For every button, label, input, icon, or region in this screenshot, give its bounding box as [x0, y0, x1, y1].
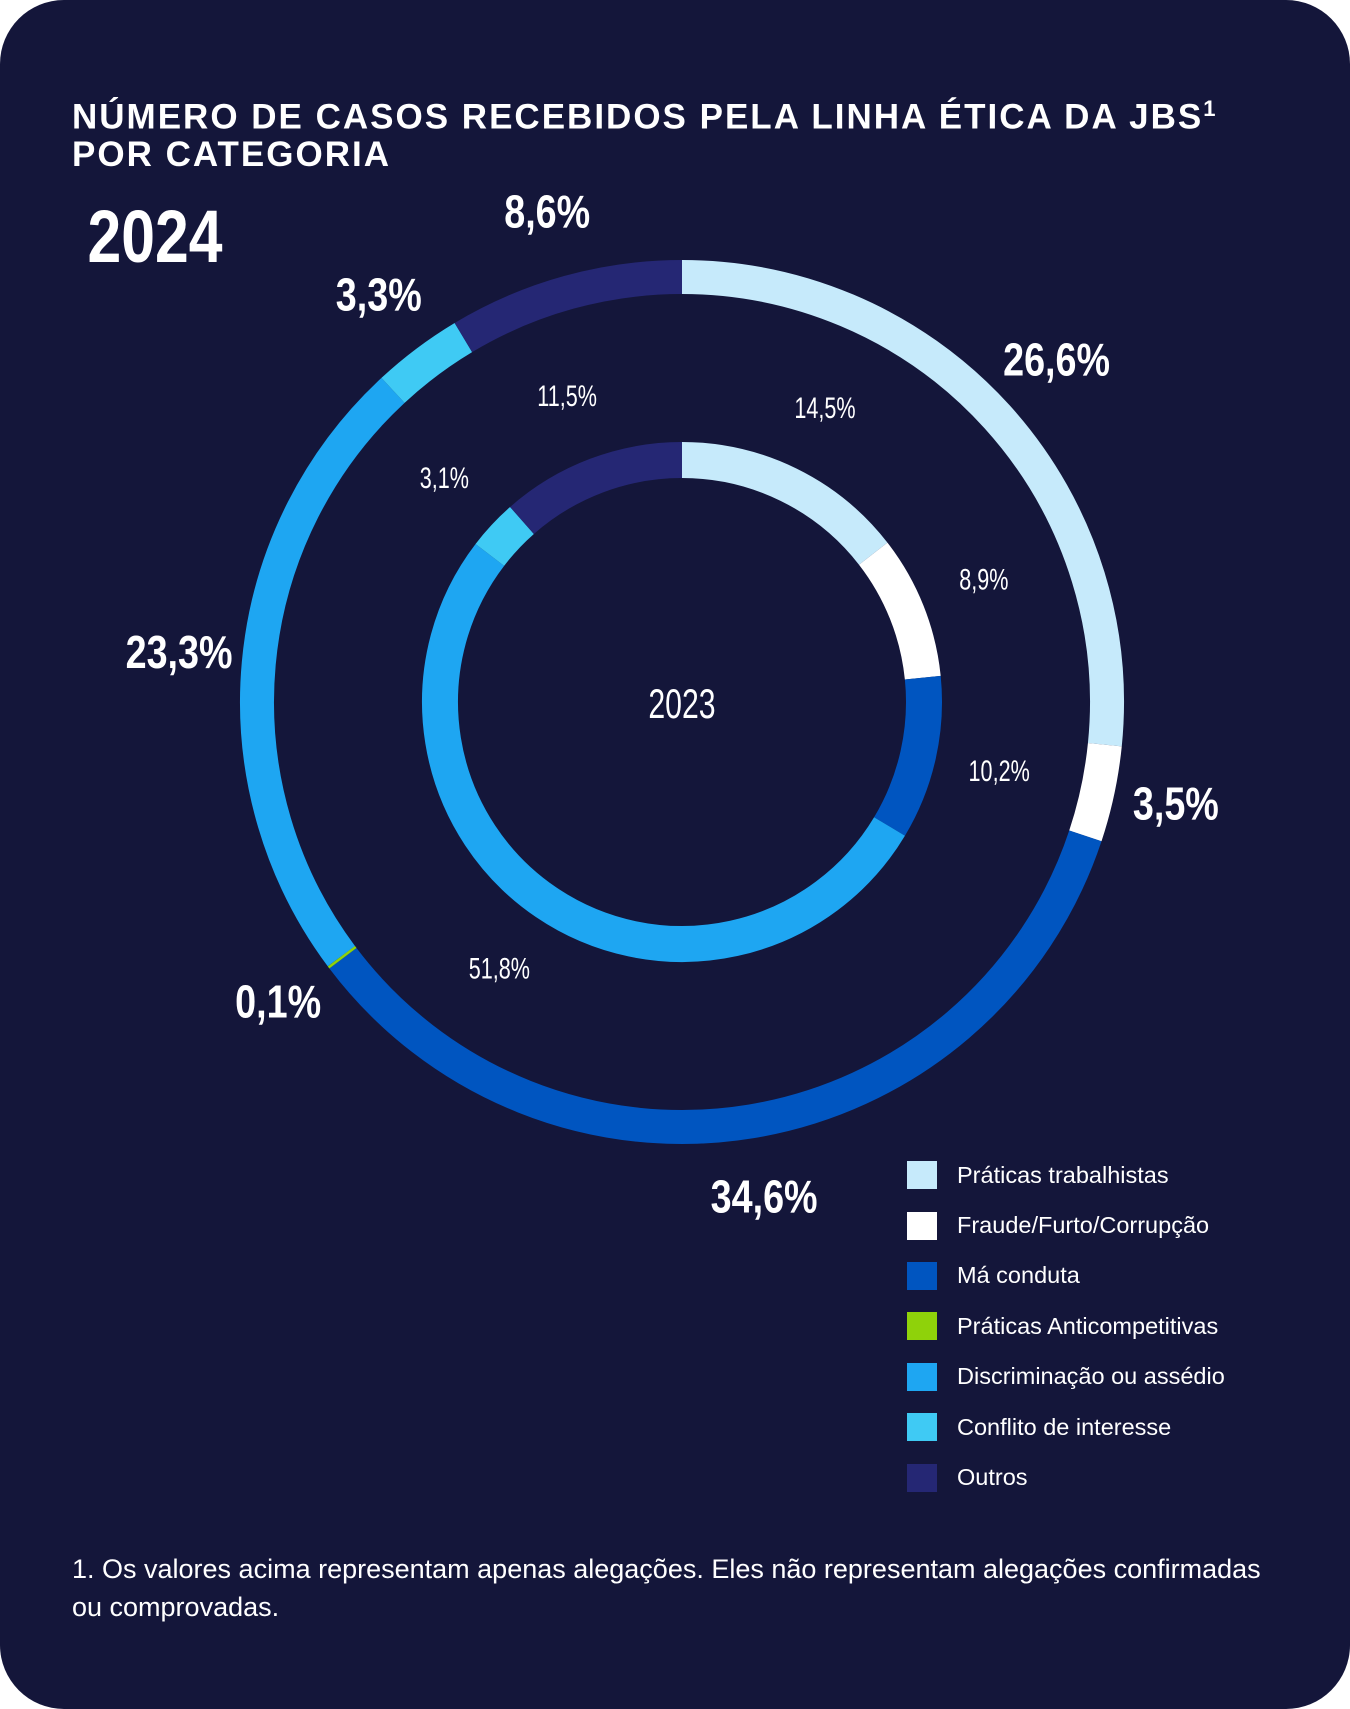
label-2024-outros: 8,6%	[504, 186, 590, 237]
label-2023-praticas-trabalhistas: 14,5%	[794, 391, 855, 425]
arc-2024-praticas-trabalhistas	[681, 260, 1124, 747]
label-2024-praticas-anticompetitivas: 0,1%	[235, 976, 321, 1027]
legend-label: Conflito de interesse	[957, 1413, 1172, 1440]
label-2024-praticas-trabalhistas: 26,6%	[1003, 334, 1110, 385]
inner-ring-year-label: 2023	[648, 680, 715, 727]
label-2024-fraude-furto-corrupcao: 3,5%	[1133, 778, 1219, 829]
legend-item: Conflito de interesse	[907, 1402, 1225, 1452]
legend-label: Outros	[957, 1464, 1028, 1491]
title-footnote-marker: 1	[1203, 96, 1216, 121]
arc-2024-fraude-furto-corrupcao	[1069, 742, 1122, 842]
arc-2023-conflito-de-interesse	[475, 506, 535, 567]
legend-label: Práticas trabalhistas	[957, 1161, 1169, 1188]
legend-item: Fraude/Furto/Corrupção	[907, 1200, 1225, 1250]
label-2023-fraude-furto-corrupcao: 8,9%	[959, 562, 1008, 596]
legend-swatch	[907, 1211, 937, 1240]
legend-swatch	[907, 1362, 937, 1391]
legend-label: Práticas Anticompetitivas	[957, 1312, 1219, 1339]
arc-2024-praticas-anticompetitivas	[327, 945, 357, 969]
arc-2024-discriminacao-ou-assedio	[240, 377, 405, 967]
title-line-2: POR CATEGORIA	[72, 134, 391, 174]
arc-2024-conflito-de-interesse	[381, 322, 473, 403]
label-2024-ma-conduta: 34,6%	[711, 1171, 818, 1222]
legend-swatch	[907, 1261, 937, 1290]
label-2023-conflito-de-interesse: 3,1%	[420, 461, 469, 495]
footnote: 1. Os valores acima representam apenas a…	[72, 1554, 1261, 1622]
legend-item: Práticas trabalhistas	[907, 1150, 1225, 1200]
legend-item: Outros	[907, 1452, 1225, 1502]
chart-title: NÚMERO DE CASOS RECEBIDOS PELA LINHA ÉTI…	[72, 90, 1292, 173]
legend-item: Discriminação ou assédio	[907, 1352, 1225, 1402]
legend-swatch	[907, 1463, 937, 1492]
title-line-1: NÚMERO DE CASOS RECEBIDOS PELA LINHA ÉTI…	[72, 97, 1204, 137]
arc-2024-ma-conduta	[329, 830, 1102, 1145]
arc-2023-outros	[510, 442, 683, 535]
label-2023-ma-conduta: 10,2%	[969, 753, 1030, 787]
arc-2023-fraude-furto-corrupcao	[858, 542, 941, 680]
legend-label: Fraude/Furto/Corrupção	[957, 1212, 1210, 1239]
label-2023-outros: 11,5%	[537, 378, 597, 412]
outer-ring-year-label: 2024	[88, 196, 223, 278]
chart-legend: Práticas trabalhistas Fraude/Furto/Corrup…	[907, 1150, 1225, 1503]
arc-2024-outros	[454, 260, 683, 353]
legend-swatch	[907, 1161, 937, 1190]
legend-item: Má conduta	[907, 1251, 1225, 1301]
arc-2023-ma-conduta	[873, 675, 942, 836]
label-2024-discriminacao-ou-assedio: 23,3%	[126, 627, 233, 678]
arc-2023-praticas-trabalhistas	[681, 442, 888, 565]
legend-label: Discriminação ou assédio	[957, 1363, 1225, 1390]
legend-item: Práticas Anticompetitivas	[907, 1301, 1225, 1351]
legend-label: Má conduta	[957, 1262, 1080, 1289]
label-2023-discriminacao-ou-assedio: 51,8%	[469, 951, 530, 985]
label-2024-conflito-de-interesse: 3,3%	[336, 269, 422, 320]
arc-2023-discriminacao-ou-assedio	[422, 543, 905, 962]
legend-swatch	[907, 1413, 937, 1442]
legend-swatch	[907, 1312, 937, 1341]
